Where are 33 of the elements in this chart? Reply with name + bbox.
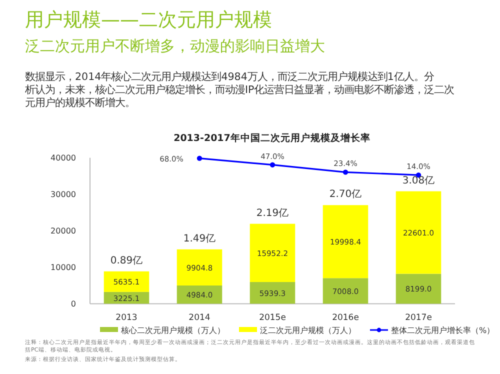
y-tick-label: 30000 — [50, 190, 76, 200]
annotation: 2.70亿 — [329, 189, 362, 200]
y-tick-label: 20000 — [50, 226, 76, 236]
annotation: 3.08亿 — [402, 175, 435, 186]
x-tick-label: 2016e — [332, 313, 359, 323]
x-tick-label: 2013 — [116, 313, 138, 323]
bar — [396, 191, 442, 274]
bar — [250, 282, 296, 304]
y-tick-label: 10000 — [50, 263, 76, 272]
y-tick-label: 0 — [70, 300, 76, 309]
bar — [396, 274, 442, 304]
annotation: 0.89亿 — [110, 255, 143, 266]
text: 用户规模——二次元用户规模 — [25, 9, 272, 31]
bar — [322, 205, 368, 278]
point — [342, 170, 348, 175]
x-tick-label: 2017e — [405, 313, 432, 323]
annotation: 2.19亿 — [256, 208, 289, 219]
bar — [322, 278, 368, 304]
legend-label: 整体二次元用户增长率（%） — [391, 326, 495, 335]
text: 泛二次元用户不断增多，动漫的影响日益增大 — [25, 37, 325, 55]
y-tick-label: 40000 — [50, 154, 76, 163]
text: 数据显示，2014年核心二次元用户规模达到4984万人，而泛二次元用户规模达到1亿人。分析认为，未来，核心二次元用户稳定增长，而动漫IP化运营日益显著，动画电影不断渗透，泛二次元用户的规模不断增大。 — [24, 71, 454, 109]
point — [270, 162, 276, 168]
legend-label: 核心二次元用户规模（万人） — [120, 326, 225, 335]
point — [196, 156, 202, 161]
bar — [250, 224, 296, 282]
legend-label: 泛二次元用户规模（万人） — [260, 326, 356, 335]
x-tick-label: 2014 — [188, 313, 210, 323]
x-tick-label: 2015e — [259, 313, 286, 323]
bar — [104, 271, 150, 292]
bar — [176, 249, 222, 286]
chart-title: 2013-2017年中国二次元用户规模及增长率 — [174, 132, 370, 144]
annotation: 1.49亿 — [183, 233, 216, 244]
